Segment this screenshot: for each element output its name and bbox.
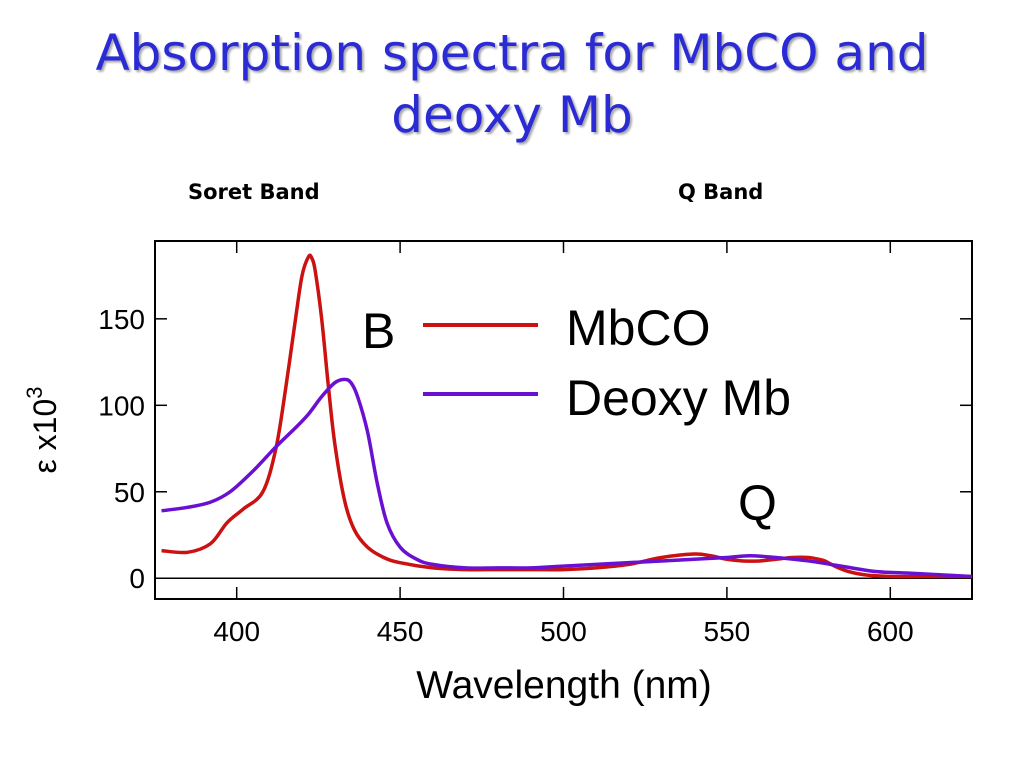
- q-band-label: Q Band: [678, 180, 764, 204]
- x-tick-label: 600: [867, 616, 914, 647]
- x-tick-label: 450: [377, 616, 424, 647]
- x-axis-label: Wavelength (nm): [416, 664, 712, 707]
- soret-band-label: Soret Band: [188, 180, 320, 204]
- slide-title: Absorption spectra for MbCO and deoxy Mb: [0, 22, 1024, 146]
- legend: B MbCO Deoxy Mb: [362, 300, 791, 426]
- y-axis-title-exponent: 3: [22, 387, 47, 399]
- y-axis-title: ε x103: [22, 387, 63, 474]
- plot-frame: [154, 240, 973, 600]
- y-axis-title-main: ε x10: [27, 399, 63, 474]
- y-tick-label: 150: [98, 304, 145, 335]
- series-line-deoxy-mb: [161, 377, 973, 579]
- x-tick-label: 400: [213, 616, 260, 647]
- series-layer: [161, 253, 973, 579]
- y-tick-label: 0: [129, 563, 145, 594]
- slide-title-line2: deoxy Mb: [391, 86, 633, 144]
- x-tick-label: 500: [540, 616, 587, 647]
- slide-title-line1: Absorption spectra for MbCO and: [95, 24, 929, 82]
- legend-label-deoxy-mb: Deoxy Mb: [566, 370, 791, 426]
- annotation-q: Q: [738, 475, 777, 531]
- x-tick-label: 550: [704, 616, 751, 647]
- legend-label-mbco: MbCO: [566, 300, 710, 356]
- y-tick-label: 50: [114, 477, 145, 508]
- y-tick-label: 100: [98, 390, 145, 421]
- annotation-b: B: [362, 303, 395, 359]
- axis-ticks: 400 450 500 550 600 0 50 100 150: [98, 241, 972, 647]
